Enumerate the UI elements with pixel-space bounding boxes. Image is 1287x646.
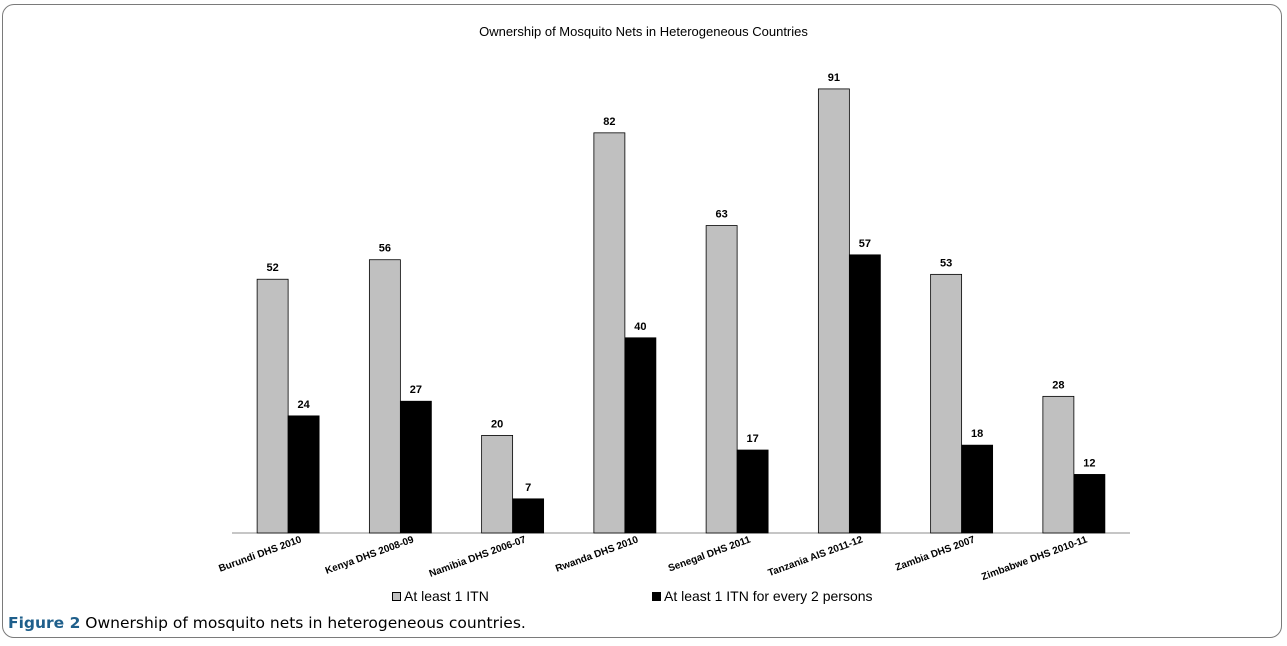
legend-item-at-least-1-itn: At least 1 ITN <box>392 588 489 604</box>
bar-at-least-1-itn-7 <box>1042 395 1075 534</box>
legend-swatch <box>392 591 401 601</box>
data-label: 17 <box>747 433 759 445</box>
bar-itn-every-2-persons-2 <box>512 498 545 534</box>
chart-title: Ownership of Mosquito Nets in Heterogene… <box>479 24 808 39</box>
legend-label: At least 1 ITN for every 2 persons <box>664 588 873 604</box>
data-label: 91 <box>828 72 840 84</box>
x-tick-label: Senegal DHS 2011 <box>667 534 753 574</box>
data-label: 52 <box>267 262 279 274</box>
data-label: 27 <box>410 384 422 396</box>
x-tick-label: Zimbabwe DHS 2010-11 <box>980 534 1089 583</box>
data-label: 24 <box>298 399 311 411</box>
bar-itn-every-2-persons-6 <box>961 444 994 534</box>
x-tick-label: Namibia DHS 2006-07 <box>428 534 528 579</box>
legend-item-itn-every-2-persons: At least 1 ITN for every 2 persons <box>652 588 873 604</box>
bar-at-least-1-itn-6 <box>930 273 963 534</box>
bar-at-least-1-itn-4 <box>705 225 738 534</box>
data-label: 82 <box>603 116 615 128</box>
data-label: 28 <box>1052 379 1064 391</box>
data-label: 56 <box>379 243 391 255</box>
data-label: 57 <box>859 238 871 250</box>
figure-caption: Figure 2 Ownership of mosquito nets in h… <box>8 614 526 632</box>
x-tick-label: Zambia DHS 2007 <box>894 534 977 573</box>
figure-caption-label: Figure 2 <box>8 614 81 632</box>
legend-label: At least 1 ITN <box>404 588 489 604</box>
figure-caption-text: Ownership of mosquito nets in heterogene… <box>80 614 526 632</box>
x-tick-label: Tanzania AIS 2011-12 <box>767 534 865 579</box>
x-tick-label: Burundi DHS 2010 <box>217 534 303 574</box>
legend-swatch <box>652 591 661 601</box>
data-label: 40 <box>634 321 646 333</box>
data-label: 63 <box>716 209 728 221</box>
bar-itn-every-2-persons-0 <box>287 415 320 534</box>
bar-at-least-1-itn-2 <box>481 434 514 534</box>
data-label: 53 <box>940 257 952 269</box>
bar-itn-every-2-persons-7 <box>1073 474 1106 534</box>
data-label: 18 <box>971 428 983 440</box>
data-label: 7 <box>525 482 531 494</box>
bar-itn-every-2-persons-3 <box>624 337 657 534</box>
bar-itn-every-2-persons-4 <box>736 449 769 534</box>
x-tick-label: Kenya DHS 2008-09 <box>324 534 416 576</box>
x-tick-label: Rwanda DHS 2010 <box>554 534 640 574</box>
bar-at-least-1-itn-5 <box>817 88 850 534</box>
bar-itn-every-2-persons-5 <box>848 254 881 534</box>
bar-at-least-1-itn-1 <box>368 259 401 534</box>
bar-itn-every-2-persons-1 <box>399 400 432 534</box>
data-label: 20 <box>491 418 503 430</box>
data-label: 12 <box>1083 457 1095 469</box>
bar-at-least-1-itn-0 <box>256 278 289 534</box>
bar-at-least-1-itn-3 <box>593 132 626 534</box>
